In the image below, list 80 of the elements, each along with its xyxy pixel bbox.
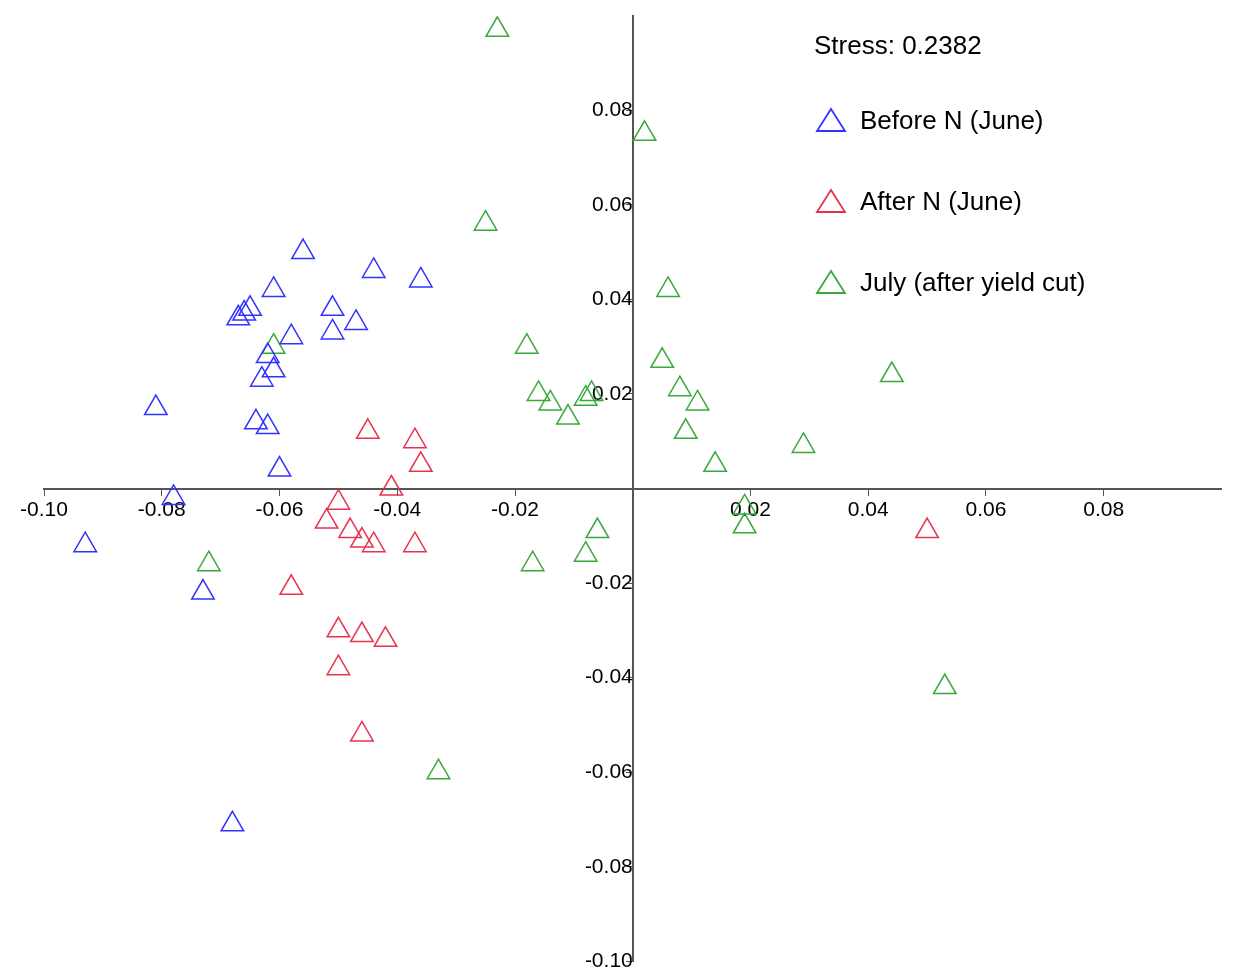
point xyxy=(355,418,380,439)
x-tick-label: 0.06 xyxy=(965,496,1007,520)
legend-label: Before N (June) xyxy=(860,104,1044,136)
point xyxy=(220,810,245,832)
point xyxy=(473,209,498,231)
point xyxy=(238,295,263,317)
point xyxy=(243,408,268,430)
point xyxy=(344,309,369,331)
y-tick-label: -0.06 xyxy=(584,759,633,783)
point xyxy=(255,342,280,364)
point xyxy=(196,550,221,572)
y-tick-label: -0.04 xyxy=(584,664,634,688)
point xyxy=(402,531,427,553)
point xyxy=(291,238,316,260)
point xyxy=(573,540,598,562)
point xyxy=(585,517,610,539)
point xyxy=(249,365,274,387)
x-tick-label: -0.04 xyxy=(373,496,422,520)
point xyxy=(408,451,433,473)
point xyxy=(143,394,168,416)
point xyxy=(255,413,280,435)
point xyxy=(791,432,816,454)
y-tick-label: 0.04 xyxy=(591,286,634,310)
x-tick-label: -0.06 xyxy=(255,496,304,520)
point xyxy=(514,332,539,354)
point xyxy=(685,389,710,411)
point xyxy=(349,621,374,643)
point xyxy=(538,389,563,411)
legend-label: After N (June) xyxy=(860,185,1022,217)
point xyxy=(361,257,386,279)
point xyxy=(915,517,940,539)
point xyxy=(190,578,215,600)
point xyxy=(320,318,345,340)
y-tick-label: -0.02 xyxy=(584,569,633,593)
point xyxy=(226,304,251,326)
x-tick-label: -0.02 xyxy=(491,496,539,520)
y-tick-label: -0.10 xyxy=(584,948,633,972)
point xyxy=(632,120,657,142)
point xyxy=(667,375,692,397)
point xyxy=(656,276,681,298)
point xyxy=(338,517,363,539)
point xyxy=(349,526,374,548)
point xyxy=(879,361,904,383)
annotation: Stress: 0.2382 xyxy=(814,30,982,61)
point xyxy=(326,654,351,676)
point xyxy=(650,347,675,369)
point xyxy=(485,16,510,38)
x-tick-label: 0.08 xyxy=(1083,496,1125,520)
legend-label: July (after yield cut) xyxy=(860,266,1086,298)
point xyxy=(349,720,374,742)
point xyxy=(267,455,292,477)
x-tick-label: -0.10 xyxy=(20,496,68,520)
point xyxy=(408,266,433,288)
point xyxy=(703,451,728,473)
point xyxy=(555,403,580,425)
point xyxy=(373,626,398,648)
x-tick-label: 0.04 xyxy=(847,496,890,520)
point xyxy=(526,380,551,402)
point xyxy=(426,758,451,780)
point xyxy=(73,531,98,553)
point xyxy=(320,295,345,317)
y-tick-label: 0.06 xyxy=(591,191,633,215)
y-tick-label: 0.08 xyxy=(591,96,633,120)
point xyxy=(261,332,286,354)
point xyxy=(261,356,286,378)
point xyxy=(520,550,545,572)
point xyxy=(326,616,351,638)
point xyxy=(279,323,304,345)
point xyxy=(932,673,957,695)
x-tick-label: -0.08 xyxy=(137,496,186,520)
point xyxy=(361,531,386,553)
point xyxy=(314,507,339,529)
point xyxy=(232,299,257,321)
point xyxy=(279,574,304,596)
point xyxy=(379,474,404,496)
point xyxy=(261,276,286,298)
point xyxy=(326,488,351,510)
point xyxy=(673,418,698,439)
point xyxy=(402,427,427,449)
y-tick-label: -0.08 xyxy=(584,853,633,877)
